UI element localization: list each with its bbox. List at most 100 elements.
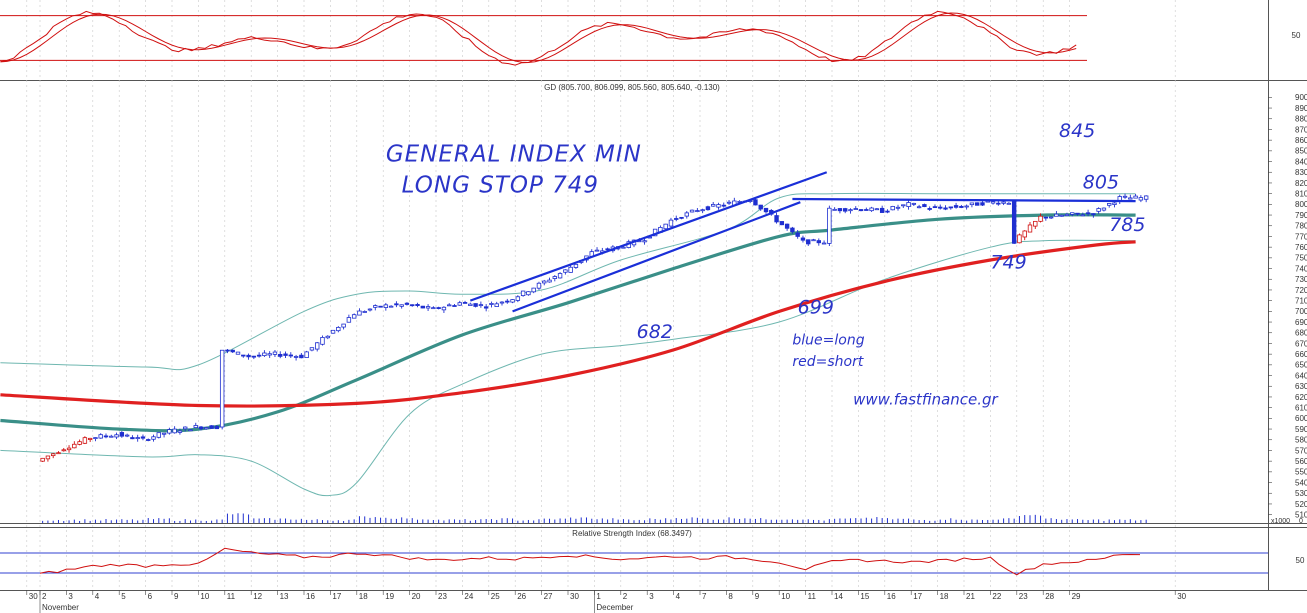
candle-body xyxy=(827,207,832,244)
candle-body xyxy=(346,317,352,323)
candle-body xyxy=(837,208,843,212)
date-tick-label: 26 xyxy=(517,592,526,601)
candle-body xyxy=(969,202,975,206)
channel-lower-trendline xyxy=(512,201,801,313)
price-tick-label: 740 xyxy=(1295,264,1307,273)
candle-body xyxy=(367,308,373,311)
price-tick-label: 840 xyxy=(1295,157,1307,166)
price-axis: 5105205305405505605705805906006106206306… xyxy=(1268,93,1307,519)
candle-body xyxy=(674,218,679,220)
candle-body xyxy=(943,207,948,210)
candle-body xyxy=(573,263,579,268)
candle-body xyxy=(304,351,309,358)
candle-body xyxy=(505,300,510,303)
candle-body xyxy=(219,349,225,428)
candle-body xyxy=(848,209,853,212)
price-tick-label: 790 xyxy=(1295,211,1307,220)
date-tick-label: 25 xyxy=(491,592,500,601)
candle-body xyxy=(1017,234,1022,244)
panel-frames xyxy=(0,0,1307,591)
annotation-text: 699 xyxy=(798,296,834,318)
candle-body xyxy=(916,206,922,209)
date-tick-label: 12 xyxy=(253,592,262,601)
volume-panel: x1000 0 xyxy=(42,513,1303,525)
candle-body xyxy=(758,204,763,210)
candle-body xyxy=(362,311,367,313)
date-axis: 30 2 3 4 5 6 9 10 11 12 13 16 17 18 19 20 23 24 25 26 27 30 1 2… xyxy=(26,590,1187,613)
candle-body xyxy=(177,430,183,433)
candle-body xyxy=(357,310,362,316)
candle-body xyxy=(721,204,726,207)
teal-moving-average xyxy=(0,213,1136,433)
date-tick-label: 4 xyxy=(95,592,100,601)
candle-body xyxy=(383,304,389,308)
candle-body xyxy=(763,207,769,213)
candle-body xyxy=(869,207,874,212)
candle-body xyxy=(1027,224,1033,233)
candle-body xyxy=(151,436,156,440)
candle-body xyxy=(1101,207,1107,211)
volume-axis-label: 0 xyxy=(1299,518,1303,525)
price-tick-label: 890 xyxy=(1295,104,1307,113)
candle-body xyxy=(975,202,980,206)
candle-body xyxy=(594,249,600,252)
candle-body xyxy=(753,199,758,206)
candle-body xyxy=(938,206,943,209)
candle-body xyxy=(1133,195,1138,199)
candle-body xyxy=(98,434,103,439)
date-tick-label: 5 xyxy=(121,592,126,601)
date-tick-label: 3 xyxy=(649,592,654,601)
candle-body xyxy=(1080,214,1085,217)
price-tick-label: 820 xyxy=(1295,179,1307,188)
candle-body xyxy=(452,305,457,307)
price-tick-label: 750 xyxy=(1295,254,1307,263)
candle-body xyxy=(816,240,821,244)
candle-body xyxy=(1143,195,1149,200)
date-tick-label: 27 xyxy=(544,592,553,601)
candle-body xyxy=(341,323,346,328)
candle-body xyxy=(716,204,721,208)
price-tick-label: 510 xyxy=(1295,510,1307,519)
annotation-text: 845 xyxy=(1059,120,1095,142)
candle-body xyxy=(330,329,336,334)
candle-body xyxy=(1048,216,1054,219)
candle-body xyxy=(990,201,996,204)
annotation-text: LONG STOP 749 xyxy=(402,173,599,199)
candle-body xyxy=(325,335,330,339)
price-tick-label: 760 xyxy=(1295,243,1307,252)
date-tick-label: 3 xyxy=(68,592,73,601)
candle-body xyxy=(140,436,146,439)
annotation-text: 805 xyxy=(1083,171,1119,193)
candle-body xyxy=(146,439,151,441)
candle-body xyxy=(1059,214,1064,217)
candle-body xyxy=(468,303,473,306)
candle-body xyxy=(557,273,563,279)
candle-body xyxy=(473,303,478,307)
volume-bars xyxy=(42,513,1147,523)
candle-body xyxy=(906,202,911,207)
candle-body xyxy=(373,305,378,308)
candle-body xyxy=(251,355,257,358)
candle-body xyxy=(879,207,885,213)
price-tick-label: 780 xyxy=(1295,222,1307,231)
candle-body xyxy=(542,280,547,284)
price-tick-label: 710 xyxy=(1295,296,1307,305)
candle-body xyxy=(922,204,927,208)
date-tick-label: 2 xyxy=(623,592,628,601)
date-tick-label: 30 xyxy=(29,592,38,601)
candle-body xyxy=(843,208,848,212)
price-tick-label: 580 xyxy=(1295,436,1307,445)
candle-body xyxy=(93,437,98,440)
candle-body xyxy=(420,305,425,309)
date-tick-label: 13 xyxy=(280,592,289,601)
candle-body xyxy=(552,276,557,279)
lower-bollinger-band xyxy=(0,239,1136,497)
candle-body xyxy=(167,429,172,434)
date-tick-label: 18 xyxy=(359,592,368,601)
candle-body xyxy=(425,306,431,309)
candle-body xyxy=(404,302,410,305)
candle-body xyxy=(415,303,420,307)
candle-body xyxy=(351,314,357,319)
candle-body xyxy=(1022,230,1027,238)
